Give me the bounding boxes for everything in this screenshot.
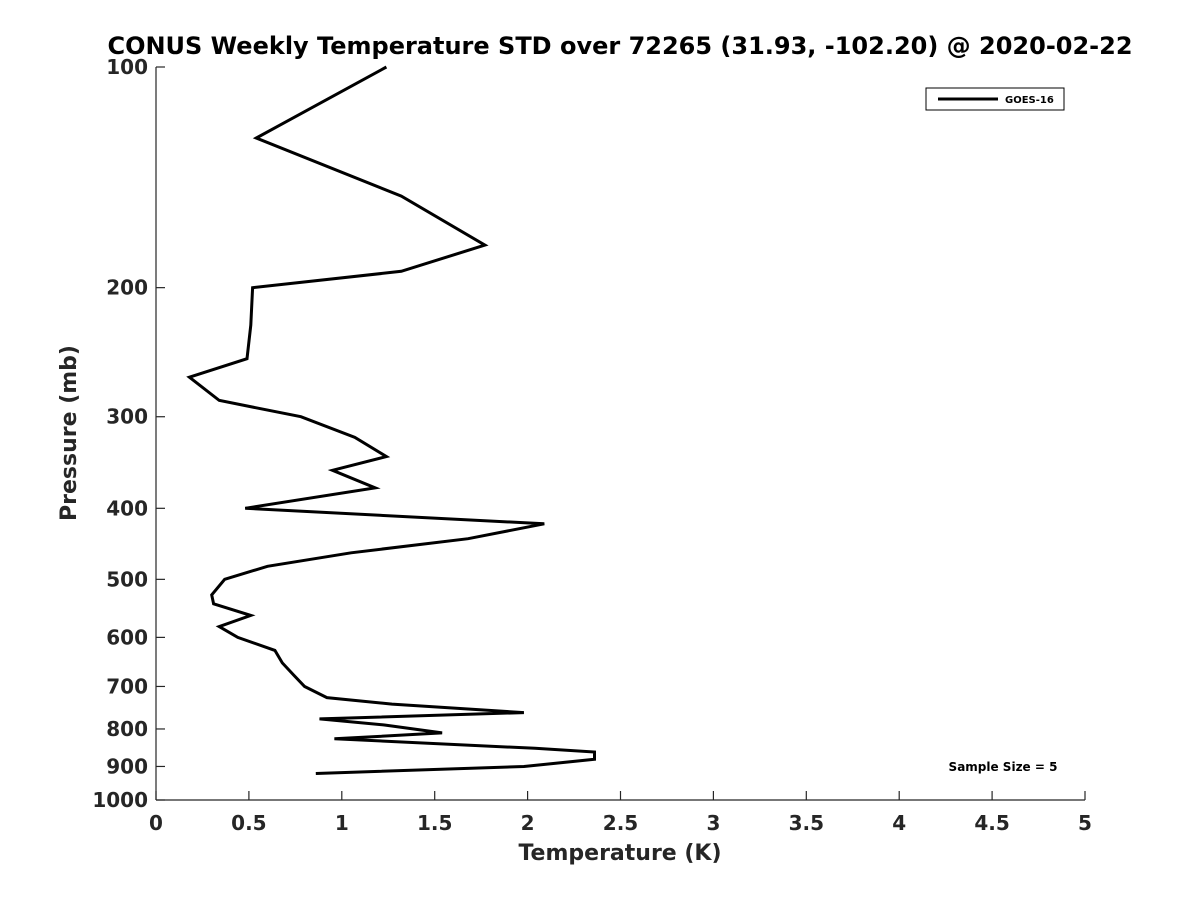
x-tick-label: 3.5 [789,811,824,835]
series-line-goes-16 [186,65,596,775]
x-tick-label: 1 [335,811,349,835]
y-tick-label: 700 [106,674,148,698]
y-ticks: 100 200 300 400 500 600 700 800 900 1000 [92,55,165,812]
x-tick-label: 0.5 [231,811,266,835]
y-axis-title: Pressure (mb) [57,345,82,521]
y-tick-label: 100 [106,55,148,79]
x-tick-label: 4 [892,811,906,835]
y-tick-label: 200 [106,276,148,300]
y-tick-label: 800 [106,717,148,741]
x-tick-label: 4.5 [974,811,1009,835]
y-tick-label: 400 [106,496,148,520]
y-tick-label: 500 [106,567,148,591]
x-tick-label: 2.5 [603,811,638,835]
sample-size-annotation: Sample Size = 5 [949,760,1058,774]
x-tick-label: 3 [706,811,720,835]
x-axis-title: Temperature (K) [518,841,721,866]
x-tick-label: 0 [149,811,163,835]
y-tick-label: 300 [106,405,148,429]
legend: GOES-16 [925,87,1065,111]
x-tick-label: 2 [521,811,535,835]
y-tick-label: 900 [106,754,148,778]
x-tick-label: 5 [1078,811,1092,835]
x-tick-label: 1.5 [417,811,452,835]
chart-title: CONUS Weekly Temperature STD over 72265 … [107,32,1132,60]
legend-label: GOES-16 [1005,95,1054,106]
y-tick-label: 1000 [92,788,148,812]
y-tick-label: 600 [106,625,148,649]
plot-area: 0 0.5 1 1.5 2 2.5 3 3.5 4 4.5 5 100 200 300 400 500 600… [92,55,1092,835]
x-ticks: 0 0.5 1 1.5 2 2.5 3 3.5 4 4.5 5 [149,791,1092,835]
